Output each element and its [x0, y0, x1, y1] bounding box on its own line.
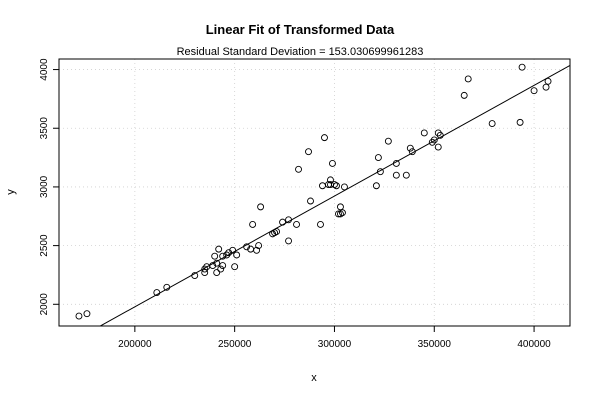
data-point: [392, 171, 400, 179]
axes: 200000 250000 300000 350000 400000 2000 2500 30…: [39, 58, 551, 350]
plot-frame: [58, 58, 571, 327]
data-point: [215, 245, 223, 253]
data-point: [340, 183, 348, 191]
data-point: [327, 176, 334, 184]
data-point: [223, 251, 231, 259]
data-point: [384, 137, 392, 145]
data-point: [408, 148, 416, 156]
data-point: [191, 272, 199, 279]
data-point: [329, 160, 336, 167]
data-point: [434, 143, 442, 151]
data-point: [211, 252, 219, 260]
data-point: [530, 87, 538, 95]
data-point: [295, 165, 302, 173]
data-point: [392, 160, 400, 167]
data-point: [255, 242, 263, 250]
data-point: [460, 91, 468, 99]
data-point: [321, 134, 328, 142]
data-point: [231, 263, 239, 271]
data-point: [285, 237, 293, 245]
data-point: [518, 63, 526, 71]
data-point: [319, 182, 326, 190]
data-point: [335, 210, 342, 218]
y-tick-label: 2000: [39, 293, 50, 316]
data-point: [305, 148, 312, 156]
data-point: [219, 252, 227, 260]
chart-title: Linear Fit of Transformed Data: [206, 22, 395, 37]
y-tick-label: 3500: [39, 117, 50, 140]
data-point: [333, 182, 340, 190]
data-point: [201, 269, 209, 277]
data-point: [249, 221, 257, 228]
x-tick-label: 250000: [218, 339, 252, 350]
x-tick-label: 400000: [517, 339, 551, 350]
data-point: [257, 203, 265, 211]
data-point: [293, 221, 300, 228]
data-point: [374, 154, 382, 162]
data-point: [75, 312, 83, 320]
data-point: [336, 203, 344, 211]
x-tick-label: 350000: [418, 339, 452, 350]
data-point: [153, 289, 161, 297]
data-point: [338, 209, 346, 217]
data-point: [233, 251, 241, 259]
data-point: [217, 265, 225, 273]
data-point: [209, 262, 217, 270]
data-points: [75, 63, 552, 320]
data-point: [253, 246, 261, 254]
data-point: [213, 269, 221, 277]
data-point: [213, 259, 221, 267]
y-axis-label: y: [5, 189, 17, 195]
x-tick-label: 300000: [318, 339, 352, 350]
data-point: [317, 221, 324, 228]
data-point: [273, 228, 281, 235]
data-point: [285, 216, 293, 224]
fit-line: [99, 65, 570, 326]
y-tick-label: 3000: [39, 175, 50, 198]
data-point: [219, 262, 227, 270]
y-tick-label: 2500: [39, 234, 50, 257]
data-point: [225, 249, 233, 257]
data-point: [516, 118, 524, 126]
data-point: [434, 129, 442, 137]
x-tick-label: 200000: [118, 339, 152, 350]
chart-subtitle: Residual Standard Deviation = 153.030699…: [177, 46, 424, 58]
data-point: [402, 171, 410, 179]
data-point: [420, 129, 428, 137]
data-point: [544, 77, 552, 85]
data-point: [464, 75, 472, 83]
grid: [59, 59, 570, 326]
data-point: [430, 136, 438, 144]
data-point: [372, 182, 380, 190]
data-point: [376, 168, 384, 176]
data-point: [229, 246, 237, 254]
data-point: [307, 197, 314, 205]
data-point: [488, 120, 496, 127]
data-point: [201, 265, 209, 273]
data-point: [163, 283, 171, 291]
data-point: [83, 310, 91, 318]
data-point: [428, 138, 436, 146]
data-point: [406, 144, 414, 152]
y-tick-label: 4000: [39, 58, 50, 81]
data-point: [243, 243, 251, 251]
x-axis-label: x: [311, 372, 317, 384]
data-point: [279, 218, 287, 226]
data-point: [542, 83, 550, 91]
data-point: [436, 131, 444, 139]
fit-line-layer: [99, 65, 570, 326]
